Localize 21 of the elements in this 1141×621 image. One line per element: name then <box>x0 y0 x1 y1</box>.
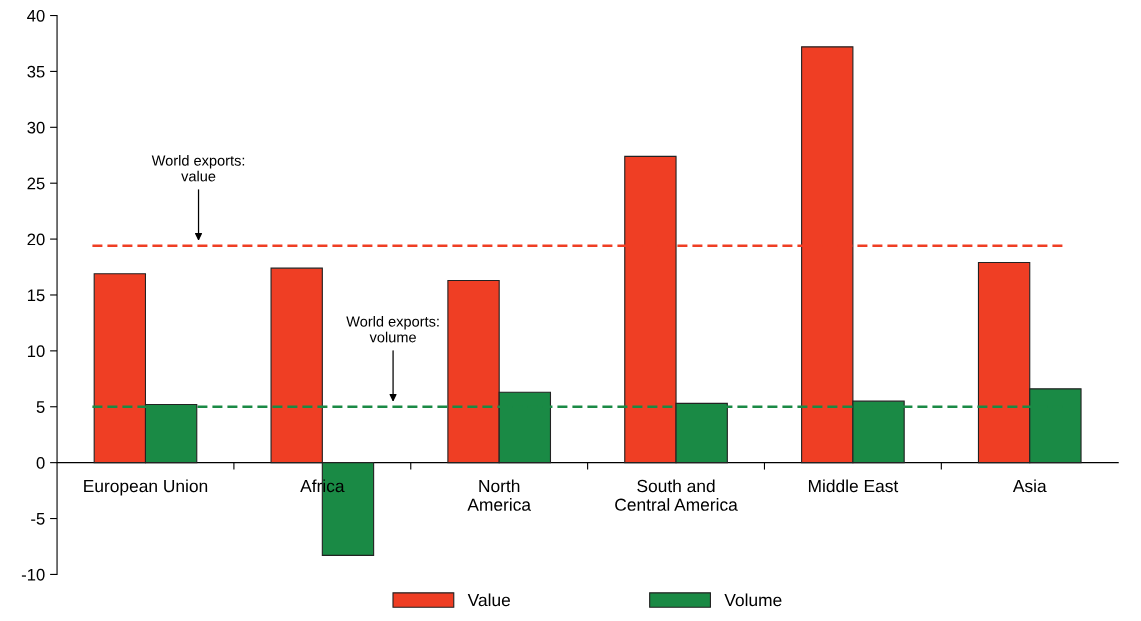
x-tick-label: South and Central America <box>615 479 738 511</box>
x-tick-label: European Union <box>84 479 208 496</box>
ref-line-label: World exports: volume <box>346 315 439 343</box>
y-tick-label: -10 <box>21 568 45 581</box>
ref-line-label: World exports: value <box>151 155 245 182</box>
y-tick-label: 10 <box>27 345 45 358</box>
y-tick-label: 25 <box>27 177 45 190</box>
x-tick-label: Middle East <box>808 479 899 493</box>
y-tick-label: -5 <box>31 513 45 525</box>
y-tick-label: 15 <box>27 289 45 302</box>
y-tick-label: 30 <box>27 121 45 134</box>
y-tick-label: 0 <box>36 457 45 469</box>
x-tick-label: North America <box>467 479 532 511</box>
legend-label: Value <box>467 593 511 607</box>
y-tick-label: 20 <box>27 233 45 246</box>
legend-label: Volume <box>724 593 782 607</box>
y-tick-label: 40 <box>27 9 45 22</box>
y-tick-label: 5 <box>36 401 45 413</box>
x-tick-label: Africa <box>300 479 345 493</box>
y-tick-label: 35 <box>27 65 45 78</box>
x-tick-label: Asia <box>1012 479 1047 493</box>
